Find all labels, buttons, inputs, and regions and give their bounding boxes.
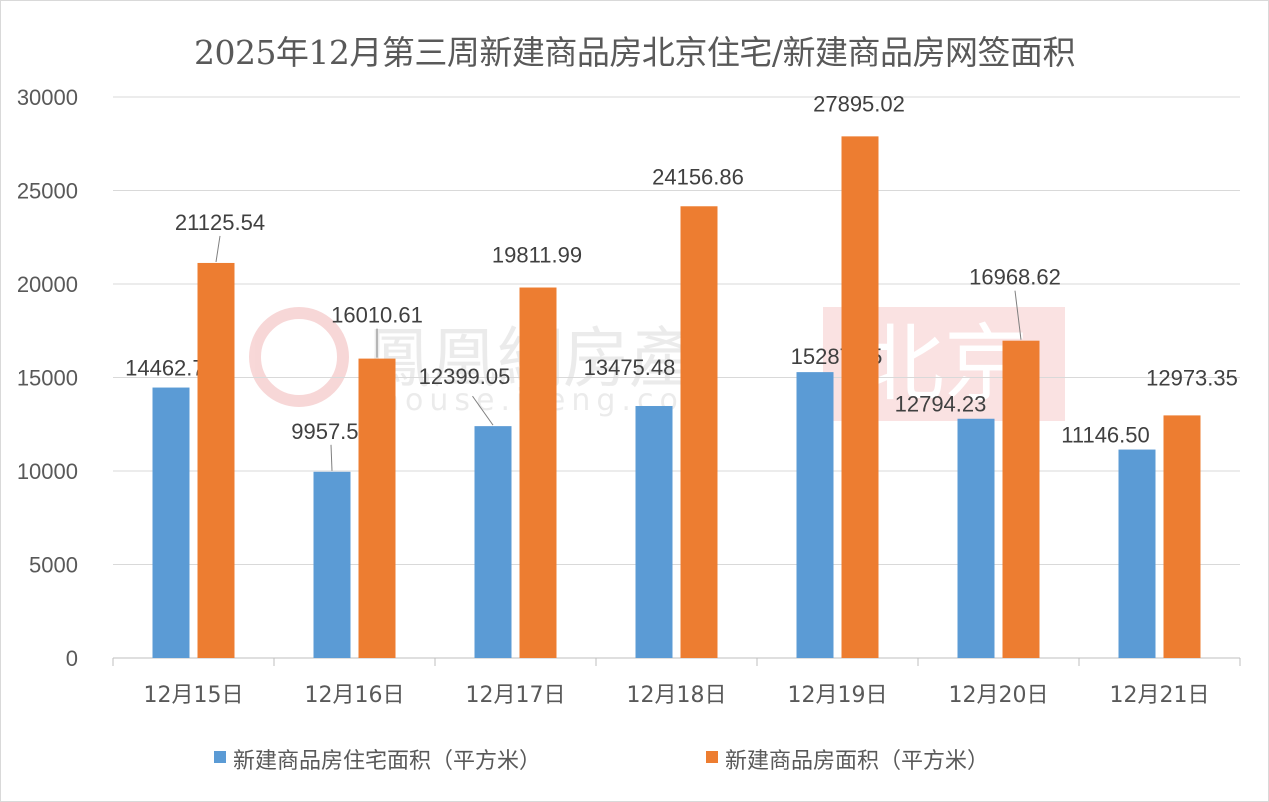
data-label: 16010.61 bbox=[331, 303, 423, 328]
x-tick-label: 12月16日 bbox=[305, 683, 405, 708]
y-tick-label: 20000 bbox=[17, 272, 78, 297]
x-tick-label: 12月21日 bbox=[1110, 683, 1210, 708]
data-label: 24156.86 bbox=[652, 164, 744, 189]
bar-residential bbox=[635, 406, 673, 658]
data-label: 12973.35 bbox=[1146, 365, 1238, 390]
data-label: 9957.56 bbox=[291, 419, 371, 444]
chart-title: 2025年12月第三周新建商品房北京住宅/新建商品房网签面积 bbox=[193, 33, 1076, 72]
data-label: 19811.99 bbox=[492, 243, 582, 268]
bar-total bbox=[680, 206, 718, 658]
leader-line bbox=[1014, 290, 1022, 340]
leader-line bbox=[215, 235, 221, 263]
x-tick-label: 12月20日 bbox=[949, 683, 1049, 708]
legend-swatch bbox=[706, 751, 718, 763]
bar-total bbox=[197, 262, 235, 658]
data-label: 13475.48 bbox=[584, 355, 676, 380]
leader-line bbox=[472, 395, 494, 426]
y-tick-label: 15000 bbox=[17, 366, 78, 391]
data-label: 12399.05 bbox=[419, 364, 511, 389]
legend-label: 新建商品房面积（平方米） bbox=[725, 749, 989, 774]
bar-total bbox=[1002, 340, 1040, 658]
bar-residential bbox=[796, 372, 834, 658]
legend-label: 新建商品房住宅面积（平方米） bbox=[233, 749, 541, 774]
data-label: 11146.50 bbox=[1061, 423, 1150, 448]
bar-residential bbox=[957, 418, 995, 658]
bar-total bbox=[1163, 415, 1201, 658]
bar-total bbox=[841, 136, 879, 658]
y-tick-label: 5000 bbox=[29, 553, 78, 578]
x-tick-label: 12月19日 bbox=[788, 683, 888, 708]
bar-residential bbox=[474, 426, 512, 658]
y-tick-label: 0 bbox=[66, 646, 78, 671]
y-tick-label: 30000 bbox=[17, 85, 78, 110]
y-tick-label: 10000 bbox=[17, 459, 78, 484]
bar-residential bbox=[152, 387, 190, 658]
bar-residential bbox=[313, 471, 351, 658]
x-tick-label: 12月15日 bbox=[144, 683, 244, 708]
bar-total bbox=[358, 358, 396, 658]
data-label: 12794.23 bbox=[895, 392, 987, 417]
x-tick-label: 12月17日 bbox=[466, 683, 566, 708]
data-label: 27895.02 bbox=[813, 91, 905, 116]
y-tick-label: 25000 bbox=[17, 179, 78, 204]
bar-residential bbox=[1118, 449, 1156, 658]
data-label: 16968.62 bbox=[969, 265, 1061, 290]
leader-line bbox=[330, 444, 333, 471]
bar-total bbox=[519, 287, 557, 658]
x-tick-label: 12月18日 bbox=[627, 683, 727, 708]
data-label: 21125.54 bbox=[175, 210, 265, 235]
legend-swatch bbox=[214, 751, 226, 763]
